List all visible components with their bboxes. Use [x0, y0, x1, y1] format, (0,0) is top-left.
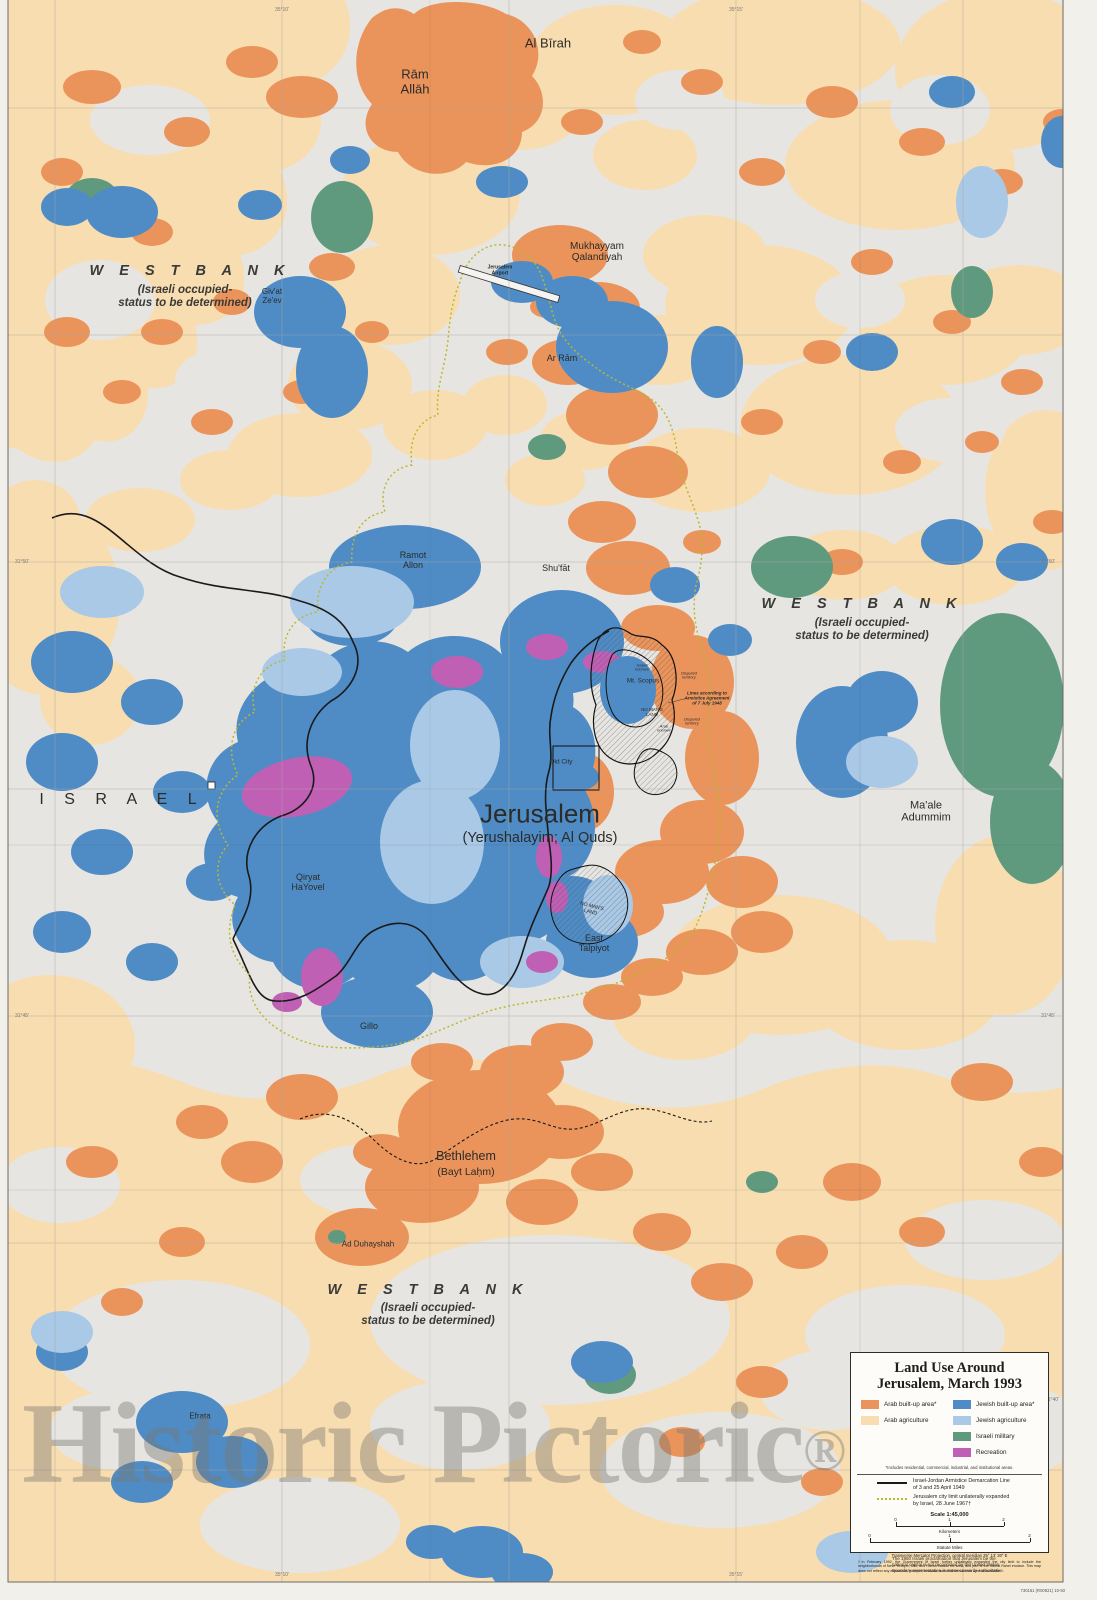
capital-recognition-note: The 1950 Israeli proclamation that Jerus…	[892, 1556, 1005, 1573]
legend-km-label: Kilometers	[938, 1528, 961, 1534]
place-label-bethlehem: Bethlehem	[436, 1149, 496, 1163]
city-label-jerusalem-alt: (Yerushalayim; Al Quds)	[462, 829, 618, 846]
place-label-east-talpiyot: East Talpiyot	[578, 932, 610, 953]
graticule-grid	[8, 0, 1062, 1582]
legend-label-israeli-military: Israeli military	[976, 1432, 1015, 1440]
legend-label-recreation: Recreation	[976, 1448, 1007, 1456]
fold-creases	[8, 0, 1062, 1582]
no-mans-land-area	[550, 864, 629, 945]
legend-swatch-jewish-agriculture	[953, 1416, 972, 1426]
legend-label-arab-agriculture: Arab agriculture	[884, 1416, 929, 1424]
annotation-leader-line	[667, 697, 689, 704]
place-label-ramot-allon: Ramot Allon	[399, 549, 427, 570]
legend-km-scalebar: 0 1 2 Kilometers	[894, 1516, 1005, 1534]
graticule-label-lat-right-1: 31°50'	[1040, 559, 1056, 565]
legend-swatch-israeli-military	[953, 1432, 972, 1442]
legend-swatch-arab-builtup	[861, 1400, 879, 1410]
mt-scopus-enclave	[590, 627, 678, 796]
legend-title: Land Use Around Jerusalem, March 1993	[876, 1360, 1023, 1393]
legend-label-jewish-builtup: Jewish built-up area*	[976, 1400, 1035, 1408]
legend-city-limit-line-sample	[877, 1498, 907, 1501]
landmark-symbol	[207, 781, 216, 790]
armistice-line	[51, 512, 713, 1165]
graticule-label-lat-right-2: 31°45'	[1040, 1013, 1056, 1019]
place-label-bethlehem-alt: (Bayt Laḥm)	[437, 1166, 495, 1179]
legend-armistice-line-sample	[877, 1482, 907, 1485]
map-series-code: 730161 (R00821) 10-93	[1020, 1588, 1065, 1593]
graticule-label-lat-left-1: 31°50'	[14, 559, 30, 565]
old-city-outline	[552, 745, 600, 791]
place-label-shufat: Shu'fāt	[542, 562, 570, 573]
annotation-armistice-lines-note: Lines according to Armistice Agreement o…	[684, 690, 730, 706]
region-label-west-bank-e: W E S T B A N K	[761, 595, 963, 612]
place-label-maale-adummim: Ma'ale Adummim	[901, 799, 951, 824]
map-legend: Land Use Around Jerusalem, March 1993 Ar…	[850, 1352, 1049, 1573]
legend-miles-scalebar: 0 1 2 Statute Miles	[868, 1532, 1031, 1550]
place-label-mt-scopus: Mt. Scopus	[626, 677, 660, 685]
annotation-disputed-territory-1: Disputed territory	[681, 670, 697, 680]
region-label-west-bank-nw: W E S T B A N K	[89, 262, 291, 279]
place-label-efrata: Efrata	[189, 1411, 211, 1421]
place-label-mukhayyam-qalandiyah: Mukhayyam Qalandiyah	[570, 240, 624, 263]
legend-projection-note: Transverse Mercator Projection, central …	[891, 1552, 1008, 1558]
legend-swatch-arab-agriculture	[861, 1416, 879, 1426]
place-label-old-city: Old City	[549, 758, 573, 766]
region-label-west-bank-s: W E S T B A N K	[327, 1281, 529, 1298]
legend-divider	[857, 1474, 1042, 1476]
graticule-label-lon-bottom-2: 35°15'	[728, 1572, 744, 1578]
region-subnote-west-bank-s: (Israeli occupied- status to be determin…	[361, 1302, 495, 1327]
place-label-jerusalem-airport: Jerusalem Airport	[487, 264, 513, 276]
place-label-ad-duhayshah: Ad Duhayshah	[341, 1239, 395, 1249]
annotation-no-mans-land-north: NO MAN'S LAND	[641, 706, 663, 717]
region-subnote-west-bank-e: (Israeli occupied- status to be determin…	[795, 617, 929, 642]
region-subnote-west-bank-nw: (Israeli occupied- status to be determin…	[118, 284, 252, 309]
city-label-jerusalem: Jerusalem	[480, 798, 600, 829]
legend-miles-label: Statute Miles	[936, 1544, 963, 1550]
graticule-label-lat-right-3: 31°40'	[1044, 1397, 1060, 1403]
legend-scale-text: Scale 1:45,000	[930, 1511, 969, 1518]
legend-footnote: *Includes residential, commercial, indus…	[885, 1465, 1014, 1471]
annotation-arab-enclave: Arab enclave	[657, 723, 671, 733]
place-label-gillo: Gillo	[359, 1020, 379, 1031]
legend-dagger-note: †In February 1992, the Government of Isr…	[858, 1559, 1041, 1573]
place-label-ram-allah: Rām Allāh	[400, 66, 430, 96]
jewish-agriculture-areas	[31, 166, 1008, 1573]
legend-label-jewish-agriculture: Jewish agriculture	[976, 1416, 1027, 1424]
place-label-ar-ram: Ar Rām	[546, 352, 578, 363]
graticule-label-lon-top-1: 35°10'	[274, 7, 290, 13]
legend-city-limit-line-label: Jerusalem city limit unilaterally expand…	[913, 1494, 1010, 1508]
legend-swatch-columns: Arab built-up area* Arab agriculture Jew…	[851, 1400, 1048, 1464]
legend-swatch-recreation	[953, 1448, 972, 1458]
legend-armistice-line-label: Israel-Jordan Armistice Demarcation Line…	[913, 1478, 1010, 1492]
city-limit-line	[216, 244, 721, 1049]
place-label-al-birah: Al Bīrah	[524, 35, 572, 51]
graticule-label-lon-top-2: 35°15'	[728, 7, 744, 13]
region-label-israel: I S R A E L	[39, 791, 205, 809]
legend-swatch-jewish-builtup	[953, 1400, 972, 1410]
annotation-disputed-territory-2: Disputed territory	[684, 716, 700, 726]
graticule-label-lon-bottom-1: 35°10'	[274, 1572, 290, 1578]
place-label-qiryat-hayovel: Qiryat HaYovel	[291, 871, 325, 892]
place-label-givat-zeev: Giv'at Ze'ev	[261, 287, 283, 305]
graticule-label-lat-left-2: 31°45'	[14, 1013, 30, 1019]
annotation-israeli-enclave: Israeli enclave	[635, 662, 649, 672]
legend-label-arab-builtup: Arab built-up area*	[884, 1400, 937, 1408]
